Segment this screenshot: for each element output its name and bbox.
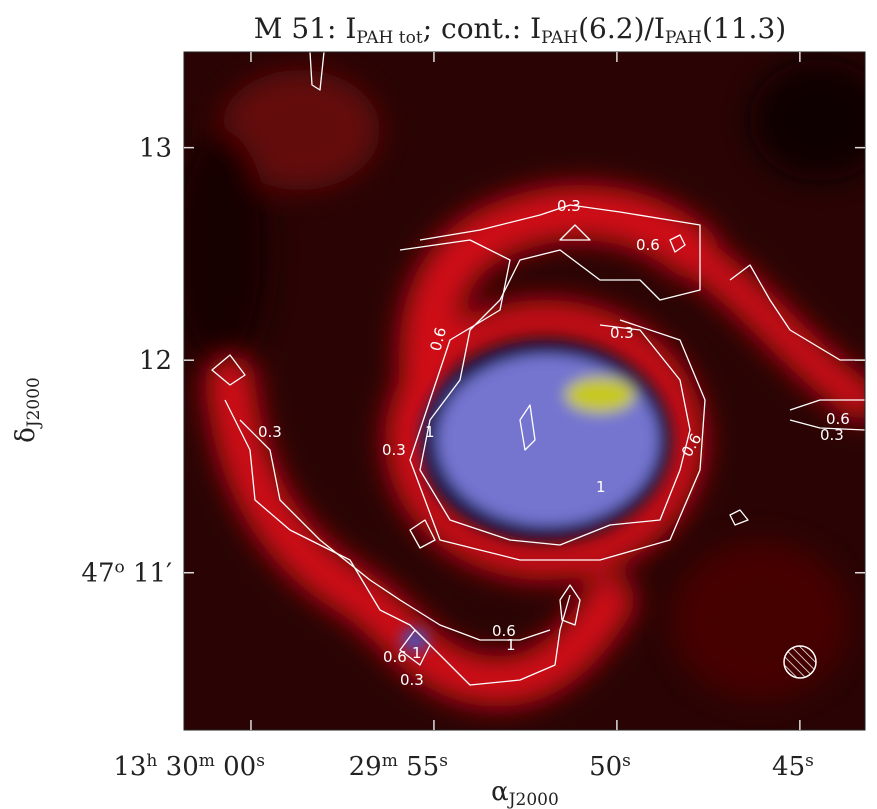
contour-label: 1 bbox=[412, 644, 422, 662]
x-axis-label: αJ2000 bbox=[491, 777, 559, 809]
subscript: J2000 bbox=[507, 790, 559, 809]
subscript: J2000 bbox=[24, 377, 44, 429]
text-part: ; cont.: I bbox=[423, 12, 541, 45]
contour-label: 0.6 bbox=[636, 236, 660, 254]
x-tick-label: 13h 30m 00s bbox=[113, 751, 265, 782]
beam bbox=[783, 645, 817, 679]
contour-label: 0.6 bbox=[826, 410, 850, 428]
contour-label: 0.3 bbox=[382, 441, 406, 459]
y-tick-label: 13 bbox=[139, 134, 172, 164]
contour-label: 0.3 bbox=[400, 671, 424, 689]
intensity-map bbox=[184, 52, 865, 730]
text-part: (11.3) bbox=[702, 12, 786, 45]
subscript: PAH bbox=[541, 28, 578, 48]
contour-label: 0.3 bbox=[610, 324, 634, 342]
contour-label: 1 bbox=[596, 478, 606, 496]
contour-label: 0.3 bbox=[557, 197, 581, 215]
y-tick-label: 12 bbox=[139, 346, 172, 376]
x-tick-label: 29m 55s bbox=[349, 751, 448, 782]
contour-label: 0.3 bbox=[820, 426, 844, 444]
subscript: PAH bbox=[665, 28, 702, 48]
text-part: δ bbox=[11, 427, 41, 443]
contour-label: 0.6 bbox=[426, 325, 450, 353]
subscript: PAH tot bbox=[356, 28, 422, 48]
chart-title: M 51: IPAH tot; cont.: IPAH(6.2)/IPAH(11… bbox=[254, 12, 786, 48]
contour-label: 1 bbox=[506, 636, 516, 654]
contour-label: 1 bbox=[425, 423, 435, 441]
y-tick-label: 47o 11′ bbox=[81, 557, 172, 588]
x-tick-label: 50s bbox=[589, 751, 631, 782]
contour-label: 0.3 bbox=[258, 423, 282, 441]
x-tick-label: 45s bbox=[772, 751, 814, 782]
contours bbox=[211, 52, 865, 686]
text-part: (6.2)/I bbox=[578, 12, 665, 45]
contour-label: 0.6 bbox=[383, 648, 407, 666]
text-part: M 51: I bbox=[254, 12, 357, 45]
y-axis-label: δJ2000 bbox=[11, 377, 44, 443]
frame bbox=[183, 51, 866, 731]
contour-label: 0.6 bbox=[492, 622, 516, 640]
text-part: α bbox=[491, 777, 509, 807]
contour-labels: 0.3 0.6 0.3 0.6 0.3 0.3 1 1 0.6 0.6 0.3 … bbox=[258, 197, 850, 689]
